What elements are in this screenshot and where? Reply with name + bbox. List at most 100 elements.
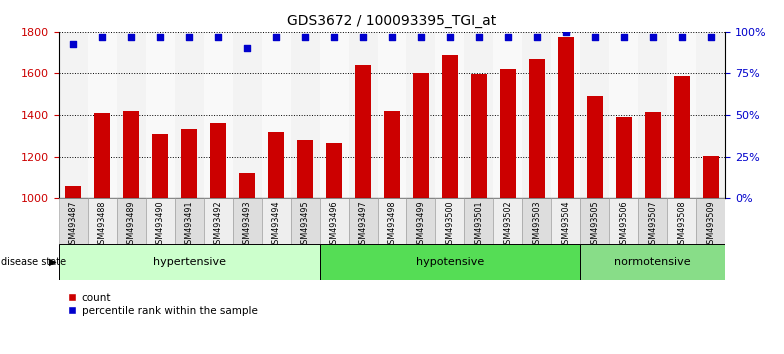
Bar	[204, 32, 233, 198]
Bar	[464, 198, 493, 244]
Point	[183, 34, 195, 40]
Text: GSM493503: GSM493503	[532, 200, 542, 249]
Bar	[500, 69, 516, 198]
Bar	[88, 198, 117, 244]
Bar	[117, 198, 146, 244]
Text: GSM493505: GSM493505	[590, 200, 599, 249]
Bar	[239, 173, 255, 198]
Point	[212, 34, 224, 40]
Text: GSM493496: GSM493496	[329, 200, 339, 249]
Bar	[702, 156, 719, 198]
Bar	[522, 32, 551, 198]
Bar	[152, 134, 169, 198]
Bar	[609, 198, 638, 244]
Text: GSM493488: GSM493488	[98, 200, 107, 249]
Bar	[435, 198, 464, 244]
Text: disease state: disease state	[1, 257, 66, 267]
Bar	[529, 59, 545, 198]
Bar	[320, 244, 580, 280]
Bar	[644, 112, 661, 198]
Bar	[493, 32, 522, 198]
Bar	[146, 32, 175, 198]
Bar	[320, 32, 349, 198]
Text: hypertensive: hypertensive	[153, 257, 226, 267]
Bar	[413, 74, 429, 198]
Bar	[587, 96, 603, 198]
Bar	[59, 198, 88, 244]
Point	[299, 34, 311, 40]
Point	[357, 34, 369, 40]
Bar	[522, 198, 551, 244]
Bar	[551, 32, 580, 198]
Bar	[262, 32, 291, 198]
Point	[444, 34, 456, 40]
Bar	[384, 111, 400, 198]
Text: ▶: ▶	[49, 257, 57, 267]
Title: GDS3672 / 100093395_TGI_at: GDS3672 / 100093395_TGI_at	[288, 14, 496, 28]
Text: GSM493497: GSM493497	[358, 200, 368, 249]
Bar	[291, 198, 320, 244]
Bar	[551, 198, 580, 244]
Text: GSM493501: GSM493501	[474, 200, 484, 249]
Text: GSM493504: GSM493504	[561, 200, 570, 249]
Bar	[493, 198, 522, 244]
Bar	[349, 198, 378, 244]
Bar	[696, 32, 725, 198]
Text: GSM493507: GSM493507	[648, 200, 657, 249]
Point	[154, 34, 166, 40]
Bar	[326, 143, 342, 198]
Bar	[291, 32, 320, 198]
Text: GSM493509: GSM493509	[706, 200, 715, 249]
Text: GSM493506: GSM493506	[619, 200, 628, 249]
Point	[676, 34, 688, 40]
Bar	[378, 32, 406, 198]
Bar	[638, 32, 667, 198]
Point	[96, 34, 108, 40]
Point	[589, 34, 601, 40]
Bar	[268, 132, 284, 198]
Bar	[435, 32, 464, 198]
Text: GSM493494: GSM493494	[271, 200, 281, 249]
Bar	[262, 198, 291, 244]
Bar	[204, 198, 233, 244]
Bar	[233, 198, 262, 244]
Bar	[696, 198, 725, 244]
Bar	[673, 75, 690, 198]
Text: GSM493489: GSM493489	[127, 200, 136, 249]
Text: GSM493492: GSM493492	[214, 200, 223, 249]
Text: GSM493490: GSM493490	[156, 200, 165, 249]
Bar	[580, 32, 609, 198]
Legend: count, percentile rank within the sample: count, percentile rank within the sample	[64, 289, 262, 320]
Bar	[65, 186, 82, 198]
Text: GSM493502: GSM493502	[503, 200, 513, 249]
Bar	[378, 198, 406, 244]
Point	[241, 46, 253, 51]
Bar	[88, 32, 117, 198]
Text: GSM493493: GSM493493	[242, 200, 252, 249]
Text: GSM493508: GSM493508	[677, 200, 686, 249]
Bar	[442, 55, 458, 198]
Bar	[580, 244, 725, 280]
Text: GSM493491: GSM493491	[185, 200, 194, 249]
Point	[618, 34, 630, 40]
Text: normotensive: normotensive	[615, 257, 691, 267]
Point	[560, 29, 572, 35]
Bar	[349, 32, 378, 198]
Point	[386, 34, 398, 40]
Bar	[320, 198, 349, 244]
Bar	[146, 198, 175, 244]
Text: GSM493500: GSM493500	[445, 200, 455, 249]
Bar	[297, 140, 313, 198]
Bar	[638, 198, 667, 244]
Bar	[667, 32, 696, 198]
Bar	[471, 74, 487, 198]
Bar	[94, 113, 111, 198]
Bar	[117, 32, 146, 198]
Text: hypotensive: hypotensive	[416, 257, 484, 267]
Text: GSM493495: GSM493495	[300, 200, 310, 249]
Point	[647, 34, 659, 40]
Bar	[406, 32, 435, 198]
Bar	[609, 32, 638, 198]
Bar	[406, 198, 435, 244]
Bar	[181, 129, 197, 198]
